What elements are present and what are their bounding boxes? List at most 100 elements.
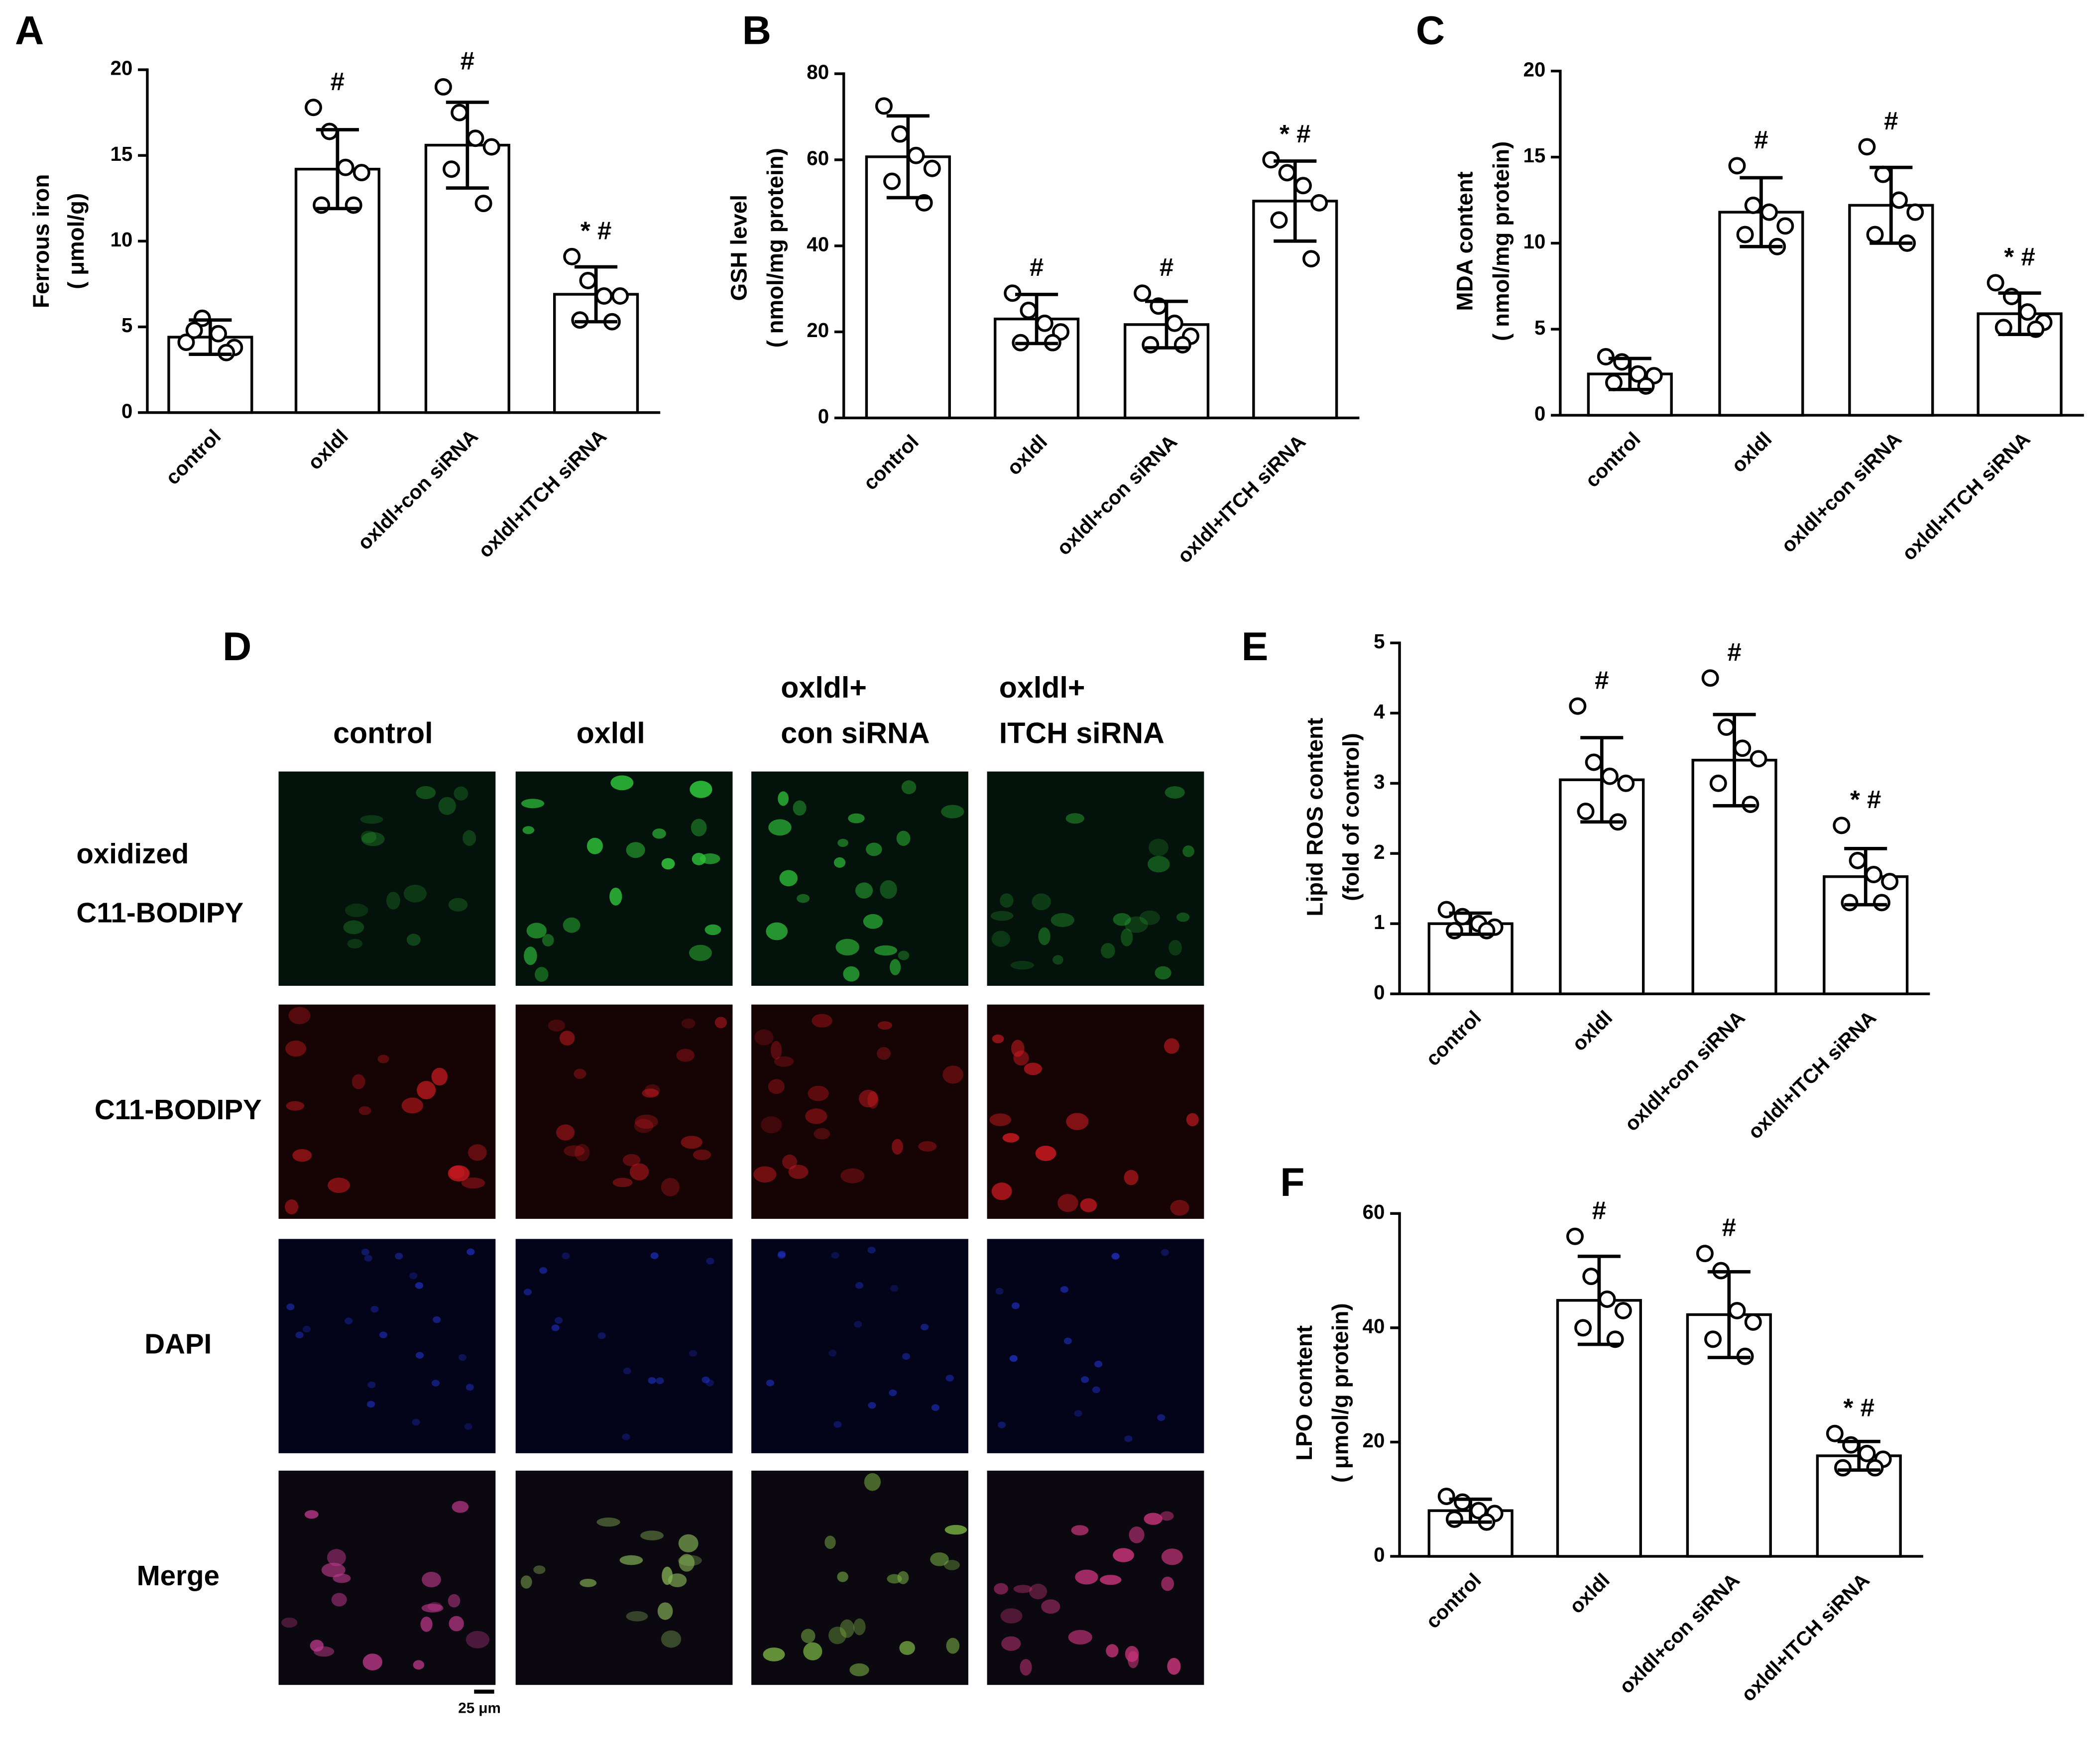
cell [692,852,706,865]
x-tick-label: oxldl [1727,427,1776,476]
x-tick-label: oxldl+con siRNA [353,425,482,554]
cell [310,1640,324,1652]
cell [1065,813,1084,824]
cell [1124,1170,1139,1185]
cell [1092,1386,1100,1394]
data-point [1826,1424,1844,1442]
y-tick-label: 5 [1534,316,1545,339]
cell [855,1282,864,1289]
cell [1002,1133,1019,1143]
data-point [1744,1313,1762,1331]
cell [421,1604,444,1613]
cell [422,1571,441,1588]
cell [1113,913,1131,926]
cell [837,1571,848,1582]
cell [417,1081,436,1099]
cell [921,1323,929,1331]
cell [1080,1198,1097,1212]
cell [1071,1525,1089,1535]
cell [1041,1599,1060,1614]
cell [448,898,468,912]
cell [1167,1657,1181,1675]
micrograph [515,1470,733,1685]
data-point [1776,217,1794,235]
error-bar [316,128,359,211]
cell [1124,1435,1133,1442]
column-label: oxldl+ [781,671,867,704]
cell [848,813,865,823]
y-tick-label: 0 [1534,402,1545,425]
cell [768,819,792,836]
x-tick-label: control [859,430,923,494]
error-bar [1740,176,1783,248]
micrograph [515,771,733,986]
cell [559,1031,575,1046]
data-point [1582,1268,1600,1286]
micrograph [987,771,1204,986]
data-point [1445,1510,1463,1528]
cell [944,1525,967,1535]
cell [1139,910,1161,925]
cell [345,903,368,918]
data-point [1873,894,1891,912]
data-point [1173,336,1191,354]
cell [586,837,603,854]
significance-mark: * # [581,216,612,244]
cell [533,1565,546,1574]
cell [678,1534,699,1553]
cell [992,1034,1004,1044]
data-point [1704,1330,1722,1348]
data-point [185,321,203,339]
cell [648,1377,656,1384]
data-point [1270,211,1288,229]
cell [1106,1644,1119,1658]
data-point [443,160,461,178]
cell [701,1376,710,1384]
cell [828,1627,846,1644]
cell [828,1350,837,1357]
error-bar [1837,1439,1880,1472]
cell [622,1154,641,1167]
cell [867,1247,876,1254]
data-point [1874,165,1892,183]
cell [386,892,400,910]
cell [431,1380,440,1387]
cell [366,1401,375,1408]
data-point [1437,1487,1455,1505]
cell [1182,845,1194,857]
error-bar [1449,911,1492,936]
cell [693,1149,711,1161]
error-bar [1713,712,1756,808]
significance-mark: * # [2004,242,2035,271]
data-point [1605,373,1623,391]
x-tick-label: oxldl+ITCH siRNA [1172,430,1310,568]
y-axis-label: GSH level [726,195,752,301]
cell [555,1317,563,1324]
cell [347,939,363,949]
data-point [1728,1301,1746,1319]
x-tick-label: oxldl+ITCH siRNA [473,425,611,562]
cell [406,934,421,946]
cell [867,1091,879,1109]
x-tick-label: oxldl+con siRNA [1776,427,1906,557]
cell [370,1305,379,1313]
error-bar [1608,356,1651,391]
cell [1050,913,1074,927]
cell [661,1177,680,1196]
cell [899,1641,915,1655]
column-label: oxldl+ [999,671,1085,704]
y-tick-label: 5 [1374,630,1385,653]
cell [466,1384,474,1391]
cell [990,911,1014,921]
cell [295,1331,304,1339]
x-tick-label: control [1421,1006,1486,1070]
cell [521,799,545,809]
x-tick-label: control [1421,1568,1486,1633]
significance-mark: # [1595,666,1609,694]
y-tick-label: 15 [1523,144,1545,167]
cell [863,914,883,929]
cell [896,830,911,846]
micrograph-background [751,1004,968,1219]
data-point [177,334,195,351]
cell [766,1380,775,1387]
